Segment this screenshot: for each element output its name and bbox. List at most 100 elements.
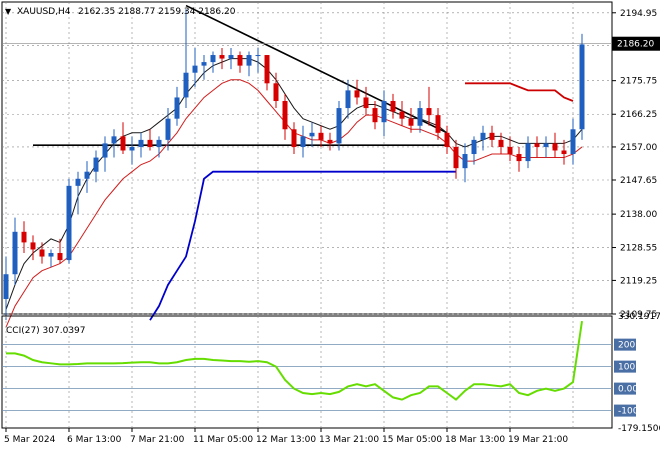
price-tick-label: 2157.00 [620, 143, 657, 153]
price-tick-label: 2128.55 [620, 244, 657, 254]
time-axis: 5 Mar 2024 6 Mar 13:00 7 Mar 21:00 11 Mar 0… [4, 428, 568, 445]
candle-body [156, 139, 162, 147]
ohlc-values: 2162.35 2188.77 2159.34 2186.20 [78, 7, 236, 17]
candle-body [354, 90, 360, 98]
candle-body [12, 231, 18, 275]
candle-body [66, 185, 72, 261]
candle-body [3, 274, 9, 299]
cci-level-box [614, 404, 636, 417]
candle-body [300, 136, 306, 147]
indicator-line-3 [465, 82, 574, 102]
cci-tick-label: 200 [618, 341, 635, 351]
candle-body [264, 55, 270, 84]
time-tick-label: 15 Mar 05:00 [382, 435, 442, 445]
time-tick-label: 7 Mar 21:00 [130, 435, 185, 445]
candle-body [111, 136, 117, 144]
candle-body [39, 249, 45, 257]
time-tick-label: 5 Mar 2024 [4, 435, 56, 445]
time-tick-label: 11 Mar 05:00 [193, 435, 253, 445]
candle-body [255, 55, 261, 57]
cci-tick-label: -100 [618, 407, 639, 417]
candle-body [453, 146, 459, 169]
candle-body [399, 111, 405, 119]
candle-body [138, 139, 144, 147]
candle-body [417, 108, 423, 126]
cci-level-box [614, 360, 636, 373]
symbol-timeframe: XAUUSD,H4 [17, 7, 71, 17]
candle-body [579, 44, 585, 130]
candle-body [147, 139, 153, 147]
candle-body [507, 146, 513, 155]
current-price-box [612, 36, 660, 51]
time-tick-label: 13 Mar 21:00 [319, 435, 379, 445]
candle-body [228, 55, 234, 59]
time-tick-label: 12 Mar 13:00 [256, 435, 316, 445]
price-tick-label: 2175.75 [620, 77, 657, 87]
candle-body [129, 146, 135, 151]
candle-body [570, 129, 576, 155]
candle-body [435, 115, 441, 133]
candle-body [480, 132, 486, 140]
time-tick-label: 19 Mar 21:00 [508, 435, 568, 445]
candle-body [93, 157, 99, 172]
candle-body [102, 143, 108, 158]
current-price-label: 2186.20 [617, 40, 654, 50]
cci-line [6, 320, 583, 401]
candle-body [336, 108, 342, 144]
candle-body [282, 100, 288, 130]
cci-level-box [614, 338, 636, 351]
price-tick-label: 2109.75 [620, 310, 657, 320]
candle-body [165, 118, 171, 140]
price-tick-label: 2147.65 [620, 176, 657, 186]
candle-body [192, 65, 198, 73]
candle-body [48, 253, 54, 257]
menu-triangle-icon[interactable]: ▼ [5, 7, 12, 16]
candle-body [471, 139, 477, 155]
candle-body [363, 97, 369, 109]
price-tick-label: 2119.25 [620, 276, 657, 286]
candle-body [309, 132, 315, 137]
cci-tick-label: 330.1917 [618, 312, 660, 322]
candle-body [498, 139, 504, 147]
candle-body [408, 118, 414, 126]
candle-body [534, 143, 540, 147]
cci-tick-label: -179.1506 [618, 424, 660, 434]
candle-body [444, 132, 450, 147]
candle-body [210, 55, 216, 63]
time-tick-label: 18 Mar 13:00 [445, 435, 505, 445]
candle-body [183, 72, 189, 98]
candle-body [543, 143, 549, 147]
candle-body [84, 171, 90, 179]
price-pane: 2194.952185.702175.752166.252157.002147.… [1, 1, 660, 328]
price-tick-label: 2138.00 [620, 210, 657, 220]
candle-body [273, 83, 279, 101]
candle-body [291, 129, 297, 147]
candle-body [525, 143, 531, 162]
cci-tick-label: 100 [618, 363, 635, 373]
candle-body [561, 150, 567, 155]
candle-body [219, 55, 225, 59]
indicator-line-0 [5, 58, 583, 310]
candle-body [201, 62, 207, 66]
time-tick-label: 6 Mar 13:00 [67, 435, 122, 445]
candle-body [237, 55, 243, 66]
candle-body [516, 154, 522, 162]
candle-body [30, 242, 36, 250]
candle-body [390, 100, 396, 112]
candle-body [246, 55, 252, 66]
candle-body [381, 100, 387, 123]
candle-body [21, 231, 27, 243]
price-tick-label: 2166.25 [620, 110, 657, 120]
candle-body [372, 108, 378, 123]
candle-body [120, 136, 126, 151]
indicator-line-2 [149, 170, 456, 321]
candle-body [327, 139, 333, 144]
price-tick-label: 2194.95 [620, 9, 657, 19]
candle-body [318, 132, 324, 140]
cci-title: CCI(27) 307.0397 [6, 326, 86, 336]
candle-body [345, 90, 351, 109]
cci-tick-label: 0.00 [618, 385, 638, 395]
candle-body [552, 143, 558, 151]
cci-level-box [614, 382, 636, 395]
